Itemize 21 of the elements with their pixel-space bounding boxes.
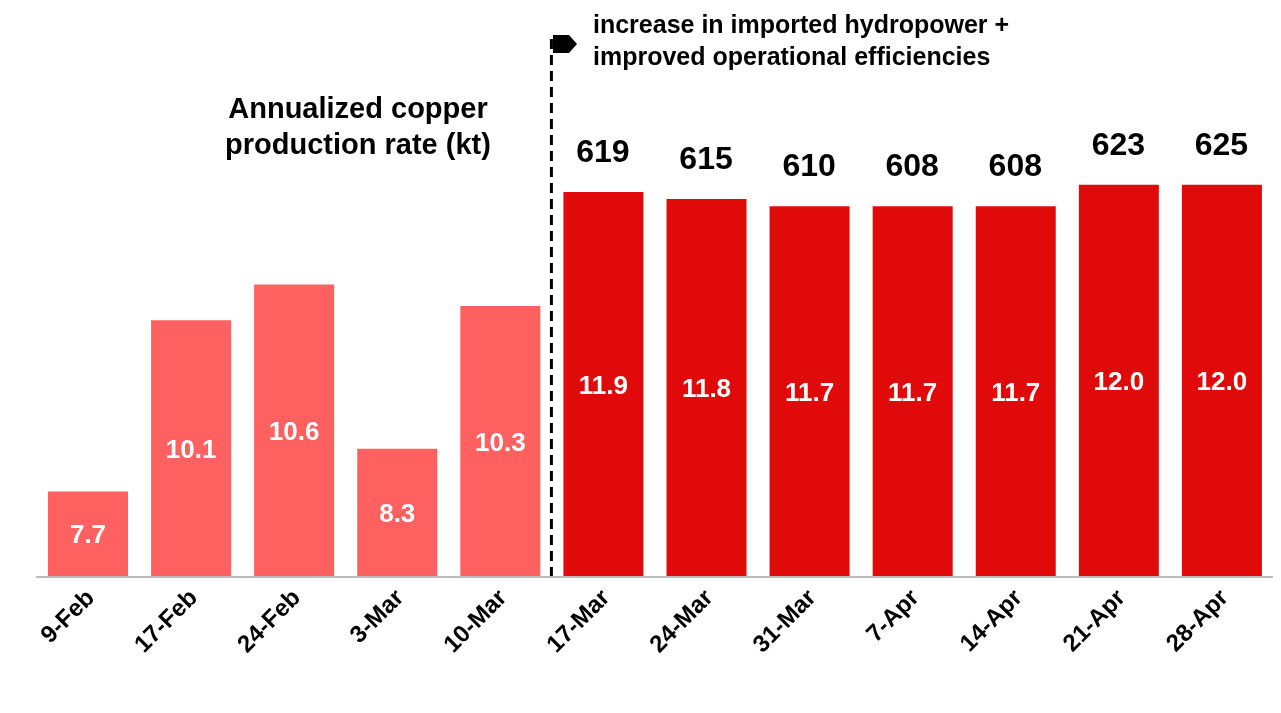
annotation: 623	[1091, 125, 1146, 162]
data-label: 8.3	[379, 498, 416, 529]
annotation: 615	[679, 140, 733, 177]
data-label: 12.0	[1196, 366, 1248, 397]
data-label: 11.7	[785, 376, 835, 407]
data-label: 11.7	[888, 376, 938, 407]
data-label: 10.1	[165, 433, 217, 464]
data-label: 12.0	[1093, 366, 1145, 397]
annotation: 608	[885, 147, 939, 184]
data-label: 11.7	[991, 376, 1041, 407]
annotation: 625	[1194, 125, 1249, 162]
annotation: 608	[988, 147, 1042, 184]
annotation: 610	[782, 147, 836, 184]
data-label: 7.7	[69, 519, 107, 550]
data-label: 11.9	[578, 369, 628, 400]
annotation: Annualized copper production rate (kt)	[224, 91, 492, 162]
data-label: 11.8	[681, 373, 732, 404]
data-label: 10.6	[268, 416, 320, 447]
annotation: 619	[576, 132, 630, 169]
ref-line-label: increase in imported hydropower + improved operational efficiencies	[593, 9, 1011, 72]
data-label: 10.3	[475, 426, 526, 457]
